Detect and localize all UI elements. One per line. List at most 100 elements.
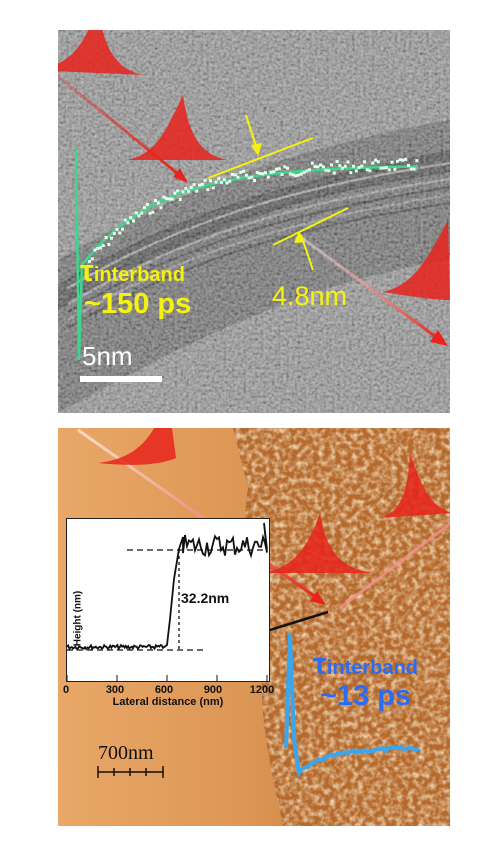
data-point [162, 195, 166, 199]
data-point [129, 216, 133, 220]
scale-bar-label-top: 5nm [82, 341, 133, 371]
data-point [302, 171, 306, 174]
tem-image-panel: τinterband ~150 ps 4.8nm 5nm [58, 30, 450, 413]
data-point [385, 166, 388, 169]
data-point [280, 173, 284, 176]
data-point [203, 178, 207, 182]
data-point [184, 186, 188, 190]
data-point [156, 201, 160, 205]
x-tick-label: 300 [105, 684, 125, 696]
step-height-label: 32.2nm [181, 590, 230, 606]
inset-ylabel: Height (nm) [72, 590, 84, 647]
data-point [264, 171, 267, 175]
data-point [297, 173, 300, 177]
data-point [275, 167, 278, 171]
data-point [316, 165, 320, 169]
data-point [360, 164, 364, 168]
data-point [382, 166, 386, 170]
incident-pulse-arrow [58, 30, 228, 183]
pulse-shape-icon [58, 30, 143, 75]
data-point [365, 168, 369, 172]
data-point [288, 172, 292, 176]
data-point [209, 179, 212, 183]
data-point [283, 165, 287, 169]
data-point [236, 175, 240, 179]
inset-xlabel: Lateral distance (nm) [112, 696, 224, 708]
data-point [178, 198, 182, 201]
data-point [407, 164, 410, 167]
lifetime-label-top: ~150 ps [84, 288, 192, 320]
scale-bar-bottom [97, 766, 164, 778]
x-tick-label: 900 [203, 684, 223, 696]
data-point [154, 199, 157, 202]
data-point [349, 171, 353, 175]
data-point [332, 171, 336, 175]
data-point [220, 180, 223, 184]
height-profile-inset [66, 518, 270, 682]
height-profile-plot [67, 522, 268, 681]
data-point [96, 247, 100, 250]
scale-bar [80, 376, 162, 382]
bottom-decay-trace [284, 633, 420, 779]
data-point [181, 190, 185, 194]
data-point [352, 164, 355, 168]
data-point [343, 164, 347, 168]
lifetime-label-bottom: ~13 ps [320, 680, 412, 712]
pulse-shape-icon [126, 95, 228, 160]
tem-image [58, 30, 450, 413]
data-point [396, 159, 399, 163]
data-point [357, 166, 361, 169]
data-point [258, 172, 262, 175]
data-point [140, 211, 144, 215]
data-point [99, 246, 102, 250]
data-point [121, 227, 124, 231]
data-point [167, 197, 171, 201]
data-point [173, 191, 177, 195]
data-point [217, 177, 221, 181]
data-point [88, 259, 91, 263]
pulse-shape-icon [98, 428, 176, 465]
data-point [346, 160, 350, 164]
data-point [115, 228, 119, 231]
data-point [170, 197, 174, 201]
data-point [189, 186, 193, 190]
data-point [176, 189, 179, 193]
data-point [379, 166, 383, 170]
data-point [398, 158, 402, 162]
data-point [313, 165, 317, 169]
probe-pulse-arrow [297, 220, 450, 346]
data-point [200, 182, 204, 186]
top-decay-trace [74, 149, 419, 361]
data-point [187, 189, 190, 193]
decay-trace-line [284, 633, 420, 779]
data-point [308, 168, 311, 172]
data-point [341, 166, 344, 170]
data-point [371, 161, 375, 165]
data-point [192, 183, 196, 187]
data-point [214, 180, 218, 184]
data-point [401, 158, 405, 162]
scale-bar-label-bottom: 700nm [98, 742, 154, 764]
thickness-label: 4.8nm [272, 281, 348, 311]
x-tick-label: 1200 [249, 684, 275, 696]
pulse-shape-icon [378, 453, 450, 518]
data-point [93, 248, 97, 252]
height-profile-line [67, 522, 268, 651]
data-point [335, 160, 339, 163]
data-point [261, 172, 265, 176]
data-point [330, 163, 333, 167]
data-point [338, 164, 342, 168]
data-point [269, 170, 273, 174]
data-point [277, 167, 281, 171]
afm-image-panel: Height (nm) Lateral distance (nm) 32.2nm… [58, 428, 450, 826]
data-point [244, 173, 248, 177]
data-point [118, 231, 122, 235]
data-point [126, 221, 130, 225]
data-point [132, 219, 135, 223]
data-point [321, 165, 325, 169]
data-point [239, 170, 243, 174]
data-point [409, 167, 413, 171]
data-point [101, 244, 105, 248]
thickness-marker [207, 114, 349, 271]
data-point [107, 242, 111, 246]
